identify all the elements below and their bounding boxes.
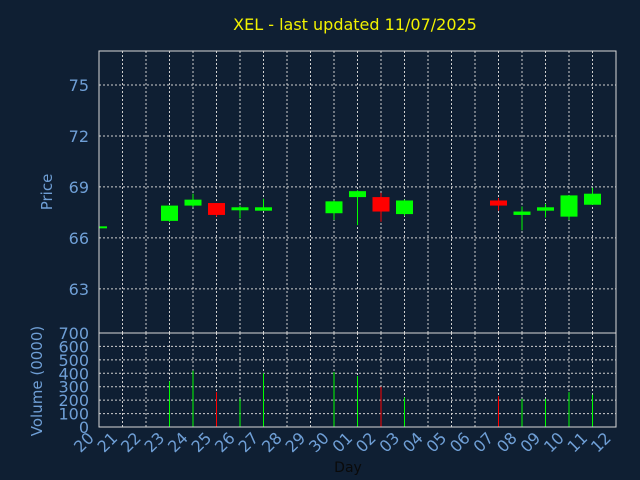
candle [372,192,390,222]
candle-body [184,199,202,206]
x-axis-label: Day [334,460,362,476]
price-tick-label: 75 [69,76,89,95]
candle [396,199,413,216]
volume-panel-frame [98,332,617,428]
volume-tick-label: 500 [58,351,89,370]
candle-body [161,205,178,221]
x-tick-label: 12 [587,428,615,456]
price-y-ticks: 63 66 69 72 75 [69,76,89,299]
chart-title: XEL - last updated 11/07/2025 [233,15,477,34]
candle [560,195,578,221]
candle-body [490,200,507,206]
candle-body [513,211,531,215]
candle-body [325,201,343,214]
candle-body [372,197,390,212]
candle-body [396,200,413,215]
candle-body [584,193,601,205]
volume-axis-label: Volume (0000) [28,326,46,436]
price-axis-label: Price [38,174,56,211]
volume-tick-label: 600 [58,337,89,356]
price-tick-label: 63 [69,280,89,299]
candle-body [560,195,578,217]
price-tick-label: 72 [69,127,89,146]
candle-body [349,191,366,198]
volume-tick-label: 400 [58,364,89,383]
candle [513,206,531,231]
candle [99,226,107,229]
candle [255,198,272,211]
candle [161,205,178,222]
candle [349,190,366,226]
price-candles [99,187,601,231]
candle-body [208,203,225,215]
candle [490,197,507,211]
volume-bars [169,370,593,427]
candle [537,203,554,218]
candle [184,193,202,208]
price-grid [98,51,617,333]
candle-body [231,207,249,211]
price-tick-label: 66 [69,229,89,248]
candle [584,187,601,205]
candle [325,200,343,221]
candle [231,205,249,219]
candle [208,203,225,217]
x-ticks: 2021222324252627282930010203040506070809… [70,428,615,456]
volume-tick-label: 300 [58,378,89,397]
price-tick-label: 69 [69,178,89,197]
volume-tick-label: 100 [58,405,89,424]
candle-body [255,207,272,211]
volume-tick-label: 200 [58,391,89,410]
candle-body [99,226,107,229]
volume-tick-label: 700 [58,324,89,343]
volume-tick-label: 0 [79,418,89,437]
candle-body [537,207,554,211]
